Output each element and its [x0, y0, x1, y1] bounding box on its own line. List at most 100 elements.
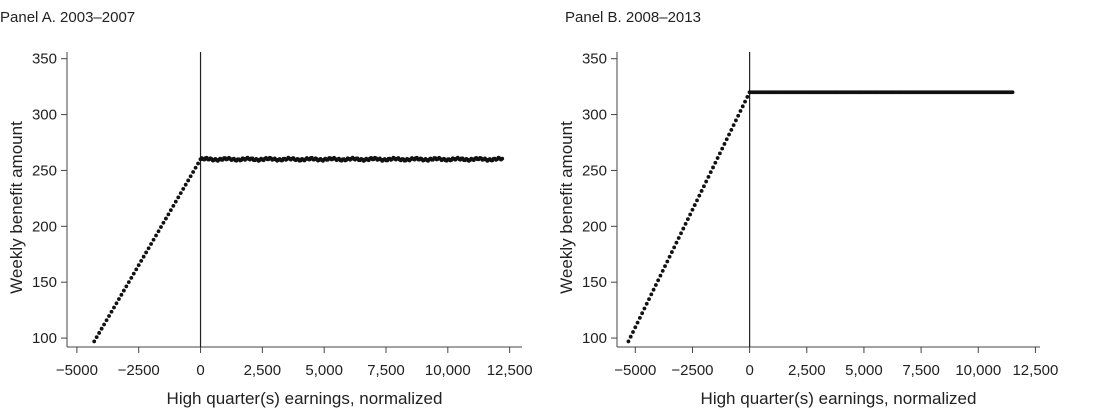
panel-a-x-tick-label: 10,000: [425, 362, 471, 379]
panel-b-data-point: [667, 254, 672, 259]
panel-b-y-tick-label: 200: [582, 218, 607, 235]
panel-a-data-point: [124, 284, 129, 289]
panel-b-data-point: [697, 193, 702, 198]
panel-b-data-point: [628, 334, 633, 339]
panel-b-data-point: [692, 203, 697, 207]
panel-b-data-point: [683, 221, 688, 226]
panel-b-title: Panel B. 2008–2013: [565, 9, 701, 26]
panel-b-x-tick-label: 12,500: [1012, 362, 1058, 379]
panel-b-data-point: [642, 306, 647, 311]
panel-a-x-tick-label: −5000: [56, 362, 98, 379]
panel-a-data-point: [178, 191, 183, 196]
panel-b-data-point: [644, 301, 649, 306]
panel-a-data-point: [134, 267, 139, 272]
panel-b-data-point: [663, 264, 667, 269]
panel-a-data-point: [141, 254, 146, 259]
panel-a-data-point: [186, 178, 191, 183]
panel-a-data-point: [92, 339, 97, 344]
panel-b-data-point: [1010, 90, 1015, 95]
panel-a-y-axis-title: Weekly benefit amount: [7, 121, 26, 294]
panel-b-data-point: [637, 316, 642, 320]
panel-a-data-point: [126, 280, 131, 285]
panel-a-data-point: [94, 335, 99, 340]
panel-a-y-tick-label: 100: [32, 330, 57, 347]
panel-b-x-axis-title: High quarter(s) earnings, normalized: [701, 389, 977, 408]
panel-b-data-point: [653, 283, 658, 287]
panel-b-x-tick-label: −5000: [614, 362, 656, 379]
panel-a-x-tick-label: 7,500: [367, 362, 405, 379]
panel-a-data-point: [500, 156, 505, 161]
panel-a-data-point: [193, 165, 198, 170]
panel-b-data-point: [724, 137, 729, 142]
panel-a-data-point: [191, 170, 196, 174]
panel-a-data-point: [104, 318, 109, 323]
panel-b-data-point: [738, 109, 743, 113]
panel-a-data-point: [159, 225, 163, 229]
panel-a-x-axis-title: High quarter(s) earnings, normalized: [167, 389, 443, 408]
panel-b-y-tick-label: 100: [582, 330, 607, 347]
panel-b-data-point: [729, 127, 734, 132]
panel-b-data-point: [631, 330, 635, 334]
panel-b-data-point: [651, 287, 656, 292]
panel-a-data-point: [171, 203, 176, 208]
panel-b-data-point: [740, 104, 745, 109]
panel-a-y-tick-label: 250: [32, 162, 57, 179]
panel-b-y-tick-label: 250: [582, 162, 607, 179]
panel-b-data-point: [640, 311, 645, 316]
panel-a-data-point: [131, 271, 136, 276]
panel-a-data-point: [97, 331, 102, 335]
panel-a-data-point: [188, 174, 193, 179]
panel-b-data-point: [736, 113, 741, 118]
panel-b-data-point: [649, 292, 654, 297]
panel-a-data-point: [176, 195, 181, 200]
panel-a-data-point: [119, 292, 124, 297]
panel-a-data-point: [181, 187, 186, 191]
panel-a-x-tick-label: −2500: [118, 362, 160, 379]
panel-a-data-point: [102, 322, 106, 327]
panel-b-data-point: [711, 165, 715, 170]
panel-a-data-point: [151, 237, 156, 242]
panel-b-data-point: [635, 320, 640, 325]
panel-b-data-point: [669, 250, 674, 254]
panel-a-data-point: [146, 246, 151, 251]
panel-b-data-point: [688, 212, 693, 217]
panel-a-data-point: [144, 250, 149, 255]
panel-a-data-point: [149, 242, 153, 246]
panel-b-y-axis-title: Weekly benefit amount: [557, 121, 576, 294]
panel-b-data-point: [660, 268, 665, 273]
panel-b-data-point: [674, 240, 679, 245]
panel-b-x-tick-label: 0: [745, 362, 753, 379]
panel-a-data-point: [168, 208, 173, 213]
panel-a-data-point: [164, 216, 168, 221]
panel-a-data-point: [109, 309, 114, 314]
panel-b-data-point: [676, 236, 681, 240]
panel-b-data-point: [679, 231, 683, 236]
panel-b-data-point: [633, 325, 638, 330]
panel-b: Panel B. 2008–2013 100 150 200 250 300 350 −50…: [557, 9, 1058, 408]
panel-b-x-tick-label: 7,500: [902, 362, 940, 379]
panel-a-data-point: [156, 229, 161, 234]
panel-b-data-point: [695, 198, 699, 203]
panel-a-data-point: [183, 182, 188, 187]
panel-b-data-point: [717, 151, 722, 156]
panel-a-title: Panel A. 2003–2007: [0, 9, 135, 26]
panel-a-x-tick-label: 5,000: [305, 362, 343, 379]
panel-b-x-tick-label: −2500: [671, 362, 713, 379]
panel-a-data-point: [161, 220, 166, 225]
panel-b-data-point: [699, 189, 704, 193]
panel-b-data-point: [731, 123, 736, 128]
panel-b-x-tick-label: 5,000: [845, 362, 883, 379]
panel-a-y-tick-label: 350: [32, 51, 57, 68]
panel-a-data-point: [107, 314, 111, 318]
panel-a-x-tick-label: 12,500: [487, 362, 533, 379]
panel-b-data-point: [672, 245, 677, 250]
panel-b-data-point: [727, 132, 731, 137]
panel-a-data-point: [129, 275, 134, 280]
panel-b-data-point: [690, 207, 695, 212]
panel-a-data-point: [196, 161, 200, 166]
panel-b-data-point: [745, 95, 750, 99]
panel-a-data-point: [154, 233, 158, 238]
panel-a-data-point: [121, 288, 126, 293]
